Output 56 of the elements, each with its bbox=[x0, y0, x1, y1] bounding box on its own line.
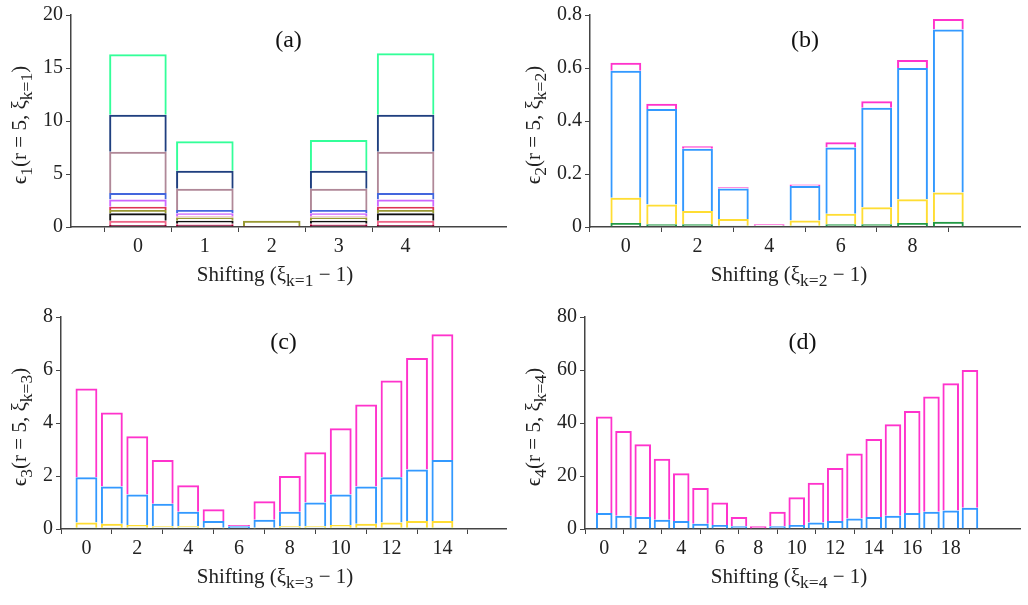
y-tick-label: 0 bbox=[53, 214, 63, 237]
x-tick-label: 0 bbox=[599, 536, 610, 559]
x-tick-label: 0 bbox=[81, 536, 92, 559]
chart-title: (b) bbox=[791, 26, 819, 53]
chart-title: (a) bbox=[275, 26, 302, 53]
x-tick-label: 10 bbox=[330, 536, 351, 559]
x-tick-label: 6 bbox=[234, 536, 244, 559]
x-tick-label: 12 bbox=[381, 536, 402, 559]
x-tick-label: 0 bbox=[132, 234, 143, 257]
chart-title: (c) bbox=[270, 328, 297, 355]
y-tick-label: 5 bbox=[53, 161, 63, 184]
x-tick-label: 2 bbox=[266, 234, 277, 257]
y-tick-label: 15 bbox=[43, 55, 63, 78]
x-tick-label: 6 bbox=[714, 536, 725, 559]
y-tick-label: 0 bbox=[43, 516, 53, 539]
y-tick-label: 40 bbox=[557, 410, 577, 433]
x-axis-title: Shifting (ξ$_{k=2}$ − 1) bbox=[709, 262, 869, 292]
y-tick-label: 4 bbox=[43, 410, 53, 433]
y-tick-label: 2 bbox=[43, 463, 53, 486]
x-tick-label: 14 bbox=[432, 536, 453, 559]
x-axis-title: Shifting (ξ$_{k=1}$ − 1) bbox=[195, 262, 355, 292]
x-tick-label: 14 bbox=[863, 536, 884, 559]
y-tick-label: 0.6 bbox=[557, 55, 582, 78]
y-tick-label: 8 bbox=[43, 304, 53, 327]
x-tick-label: 1 bbox=[199, 234, 210, 257]
x-tick-label: 3 bbox=[333, 234, 344, 257]
x-tick-label: 18 bbox=[940, 536, 961, 559]
y-tick-label: 10 bbox=[43, 108, 63, 131]
x-tick-label: 2 bbox=[692, 234, 703, 257]
x-tick-label: 8 bbox=[907, 234, 918, 257]
x-tick-label: 2 bbox=[132, 536, 143, 559]
x-tick-label: 8 bbox=[753, 536, 764, 559]
y-tick-label: 0.2 bbox=[557, 161, 582, 184]
x-tick-label: 4 bbox=[764, 234, 775, 257]
x-tick-label: 4 bbox=[676, 536, 687, 559]
y-tick-label: 0.4 bbox=[557, 108, 582, 131]
y-tick-label: 6 bbox=[43, 357, 53, 380]
y-tick-label: 20 bbox=[43, 2, 63, 25]
y-tick-label: 60 bbox=[557, 357, 577, 380]
x-axis-title: Shifting (ξ$_{k=3}$ − 1) bbox=[195, 564, 355, 594]
x-tick-label: 0 bbox=[620, 234, 631, 257]
x-tick-label: 6 bbox=[835, 234, 846, 257]
y-tick-label: 0 bbox=[572, 214, 582, 237]
x-tick-label: 16 bbox=[902, 536, 923, 559]
y-tick-label: 20 bbox=[557, 463, 577, 486]
x-tick-label: 2 bbox=[637, 536, 648, 559]
x-tick-label: 4 bbox=[400, 234, 411, 257]
x-axis-title: Shifting (ξ$_{k=4}$ − 1) bbox=[709, 564, 869, 594]
y-tick-label: 0 bbox=[567, 516, 577, 539]
chart-title: (d) bbox=[788, 328, 817, 355]
x-tick-label: 10 bbox=[786, 536, 807, 559]
y-tick-label: 0.8 bbox=[557, 2, 582, 25]
x-tick-label: 8 bbox=[284, 536, 295, 559]
y-tick-label: 80 bbox=[557, 304, 577, 327]
x-tick-label: 4 bbox=[183, 536, 194, 559]
x-tick-label: 12 bbox=[825, 536, 846, 559]
